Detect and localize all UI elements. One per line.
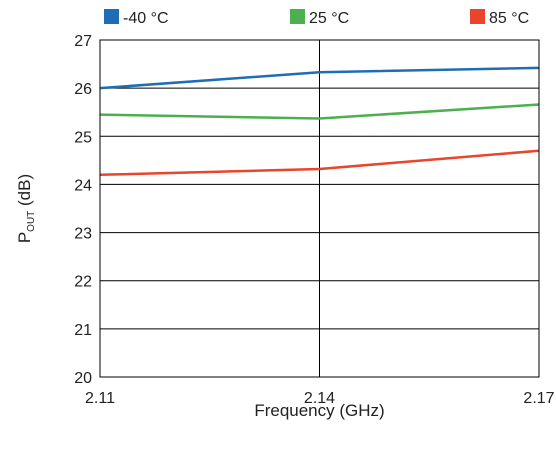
series-line-85c: [99, 149, 540, 177]
plot-frame: [99, 39, 540, 378]
y-tick-label: 21: [74, 322, 92, 339]
y-axis-title-unit: (dB): [15, 174, 34, 211]
legend-label: 25 °C: [309, 10, 349, 27]
y-tick-label: 24: [74, 177, 92, 194]
y-tick-label: 20: [74, 370, 92, 387]
series-layer: [99, 66, 540, 177]
legend-label: -40 °C: [123, 10, 169, 27]
y-tick-label: 27: [74, 33, 92, 50]
y-tick-label: 25: [74, 129, 92, 146]
legend-swatch: [290, 9, 305, 24]
x-axis-title: Frequency (GHz): [254, 401, 384, 420]
legend-label: 85 °C: [489, 10, 529, 27]
legend: -40 °C 25 °C 85 °C: [104, 9, 529, 27]
y-tick-label: 26: [74, 81, 92, 98]
series-line-40c: [99, 66, 540, 90]
y-tick-label: 22: [74, 274, 92, 291]
legend-swatch: [470, 9, 485, 24]
series-line-25c: [99, 103, 540, 120]
grid-layer: [99, 39, 540, 378]
y-axis-title-main: P: [15, 232, 34, 243]
x-tick-label: 2.11: [85, 390, 115, 407]
legend-item: -40 °C: [104, 9, 169, 27]
legend-item: 85 °C: [470, 9, 529, 27]
legend-swatch: [104, 9, 119, 24]
tick-layer: 20 21 22 23 24 25 26 27 2.11 2.14 2.17: [74, 33, 554, 407]
y-axis-title: POUT (dB): [15, 174, 37, 243]
y-axis-title-subscript: OUT: [26, 211, 37, 232]
y-tick-label: 23: [74, 226, 92, 243]
x-tick-label: 2.14: [304, 390, 335, 407]
legend-item: 25 °C: [290, 9, 349, 27]
x-tick-label: 2.17: [523, 390, 554, 407]
